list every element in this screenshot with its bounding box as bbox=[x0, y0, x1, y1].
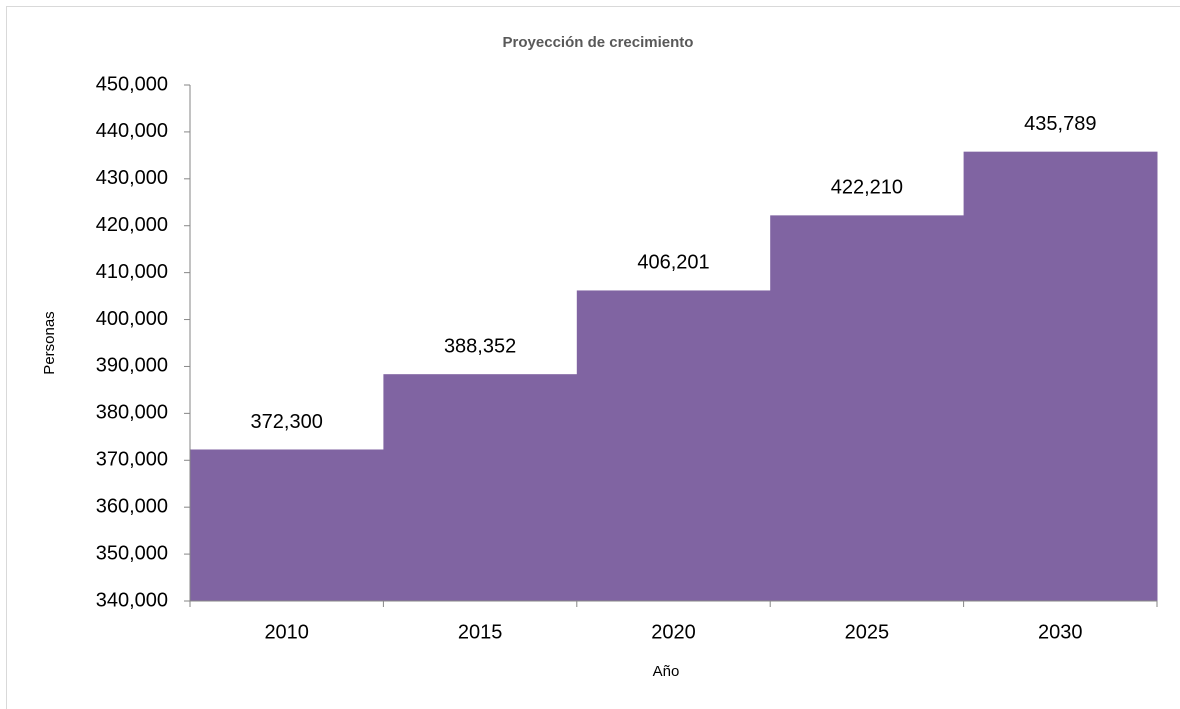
y-tick-label: 340,000 bbox=[96, 589, 168, 611]
x-axis-label: Año bbox=[653, 663, 680, 680]
y-tick-label: 430,000 bbox=[96, 167, 168, 189]
y-tick-label: 360,000 bbox=[96, 495, 168, 517]
y-tick-label: 420,000 bbox=[96, 214, 168, 236]
value-label: 435,789 bbox=[1024, 113, 1096, 135]
y-tick-label: 440,000 bbox=[96, 120, 168, 142]
x-tick-label: 2025 bbox=[845, 621, 890, 643]
y-tick-label: 380,000 bbox=[96, 402, 168, 424]
y-tick-label: 370,000 bbox=[96, 449, 168, 471]
y-tick-label: 350,000 bbox=[96, 542, 168, 564]
bar bbox=[770, 215, 965, 602]
y-axis-label: Personas bbox=[41, 311, 58, 374]
value-label: 388,352 bbox=[444, 335, 516, 357]
x-tick-label: 2010 bbox=[264, 621, 309, 643]
x-tick-label: 2015 bbox=[458, 621, 503, 643]
bar bbox=[963, 151, 1158, 601]
value-label: 372,300 bbox=[251, 411, 323, 433]
value-label: 406,201 bbox=[637, 252, 709, 274]
y-tick-label: 450,000 bbox=[96, 73, 168, 95]
bar bbox=[383, 374, 578, 601]
x-tick-label: 2030 bbox=[1038, 621, 1083, 643]
chart-frame bbox=[6, 6, 1180, 709]
y-tick-label: 390,000 bbox=[96, 355, 168, 377]
y-tick-label: 400,000 bbox=[96, 308, 168, 330]
chart-title: Proyección de crecimiento bbox=[503, 34, 694, 51]
y-tick-label: 410,000 bbox=[96, 261, 168, 283]
bar bbox=[576, 290, 771, 601]
bar bbox=[190, 449, 384, 601]
x-tick-label: 2020 bbox=[651, 621, 696, 643]
value-label: 422,210 bbox=[831, 177, 903, 199]
